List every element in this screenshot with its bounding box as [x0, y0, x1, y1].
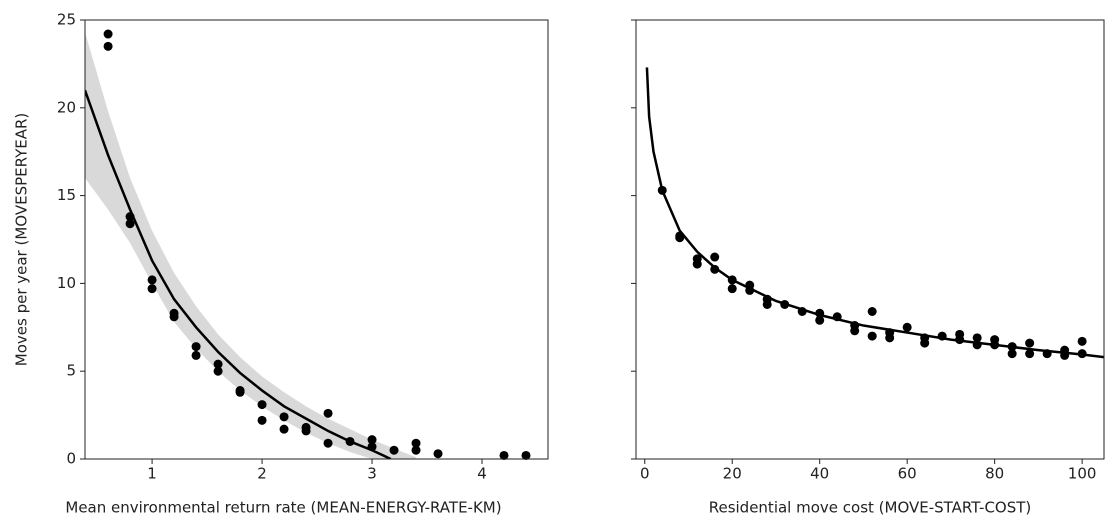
x-tick-label: 4 — [477, 465, 487, 483]
x-tick-label: 60 — [898, 465, 917, 483]
y-axis-label: Moves per year (MOVESPERYEAR) — [13, 113, 31, 366]
confidence-band — [85, 32, 417, 459]
point — [213, 359, 223, 369]
x-axis-label: Mean environmental return rate (MEAN-ENE… — [65, 499, 501, 517]
point — [692, 259, 702, 269]
point — [257, 400, 267, 410]
point — [1007, 342, 1017, 352]
point — [323, 408, 333, 418]
point — [301, 426, 311, 436]
y-tick-label: 20 — [57, 98, 76, 116]
plot-area — [85, 32, 417, 459]
point — [1007, 349, 1017, 359]
point — [885, 333, 895, 343]
y-tick-label: 0 — [66, 450, 76, 468]
axes-frame — [635, 19, 1105, 460]
point — [832, 312, 842, 322]
point — [815, 315, 825, 325]
x-tick-label: 20 — [723, 465, 742, 483]
point — [257, 415, 267, 425]
point — [867, 306, 877, 316]
y-tick-label: 25 — [57, 11, 76, 29]
x-tick-label: 40 — [810, 465, 829, 483]
point — [1025, 338, 1035, 348]
point — [727, 284, 737, 294]
point — [1042, 349, 1052, 359]
point — [1025, 349, 1035, 359]
point — [103, 29, 113, 39]
point — [867, 331, 877, 341]
point — [279, 424, 289, 434]
y-tick-label: 15 — [57, 186, 76, 204]
x-tick-label: 3 — [367, 465, 377, 483]
axes-frame — [84, 19, 549, 460]
point — [147, 275, 157, 285]
point — [902, 322, 912, 332]
point — [345, 436, 355, 446]
point — [797, 306, 807, 316]
point — [521, 450, 531, 460]
point — [125, 212, 135, 222]
x-tick-label: 80 — [985, 465, 1004, 483]
point — [1077, 349, 1087, 359]
x-axis-label: Residential move cost (MOVE-START-COST) — [709, 499, 1032, 517]
point — [850, 326, 860, 336]
point — [389, 445, 399, 455]
point — [727, 275, 737, 285]
point — [213, 366, 223, 376]
point — [990, 340, 1000, 350]
x-tick-label: 2 — [257, 465, 267, 483]
point — [972, 333, 982, 343]
point — [191, 350, 201, 360]
x-tick-label: 0 — [640, 465, 650, 483]
fit-line — [85, 89, 392, 459]
point — [710, 252, 720, 262]
point — [169, 312, 179, 322]
point — [920, 338, 930, 348]
point — [147, 284, 157, 294]
y-tick-label: 5 — [66, 362, 76, 380]
point — [433, 449, 443, 459]
point — [279, 412, 289, 422]
point — [125, 219, 135, 229]
point — [780, 299, 790, 309]
point — [411, 445, 421, 455]
point — [710, 264, 720, 274]
point — [972, 340, 982, 350]
point — [937, 331, 947, 341]
x-tick-label: 1 — [147, 465, 157, 483]
point — [499, 450, 509, 460]
point — [955, 335, 965, 345]
point — [103, 41, 113, 51]
point — [762, 299, 772, 309]
point — [235, 387, 245, 397]
point — [191, 342, 201, 352]
point — [745, 285, 755, 295]
point — [367, 442, 377, 452]
point — [367, 435, 377, 445]
point — [1077, 336, 1087, 346]
point — [411, 438, 421, 448]
point — [323, 438, 333, 448]
point — [657, 185, 667, 195]
point — [675, 233, 685, 243]
point — [815, 308, 825, 318]
y-tick-label: 10 — [57, 274, 76, 292]
x-tick-label: 100 — [1068, 465, 1097, 483]
point — [1060, 350, 1070, 360]
